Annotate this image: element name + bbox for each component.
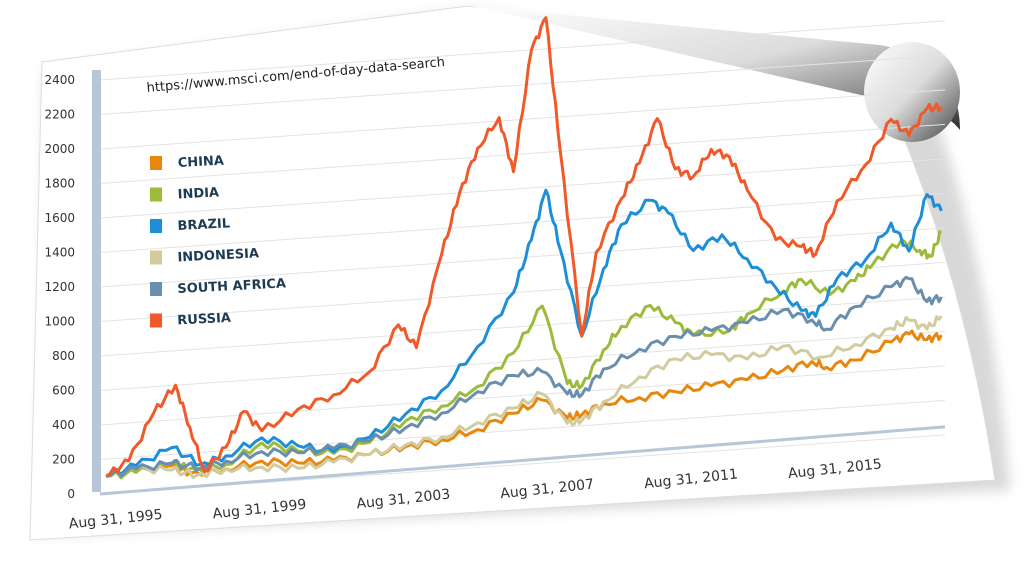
- y-tick-label: 1200: [44, 280, 75, 294]
- series-line-china: [105, 329, 943, 479]
- y-tick-label: 1400: [44, 246, 75, 260]
- gridline: [99, 192, 946, 253]
- y-tick-label: 2400: [44, 73, 75, 87]
- y-tick-label: 2000: [44, 142, 75, 156]
- legend: CHINA INDIA BRAZIL INDONESIA SOUTH AFRICA RUS…: [150, 154, 286, 329]
- y-axis-bar: [92, 70, 101, 492]
- legend-label: BRAZIL: [177, 216, 230, 234]
- y-tick-label: 200: [52, 453, 75, 467]
- legend-swatch: [150, 219, 162, 233]
- gridline: [99, 20, 946, 81]
- series-lines: [105, 16, 943, 480]
- gridline: [99, 158, 946, 219]
- page-curl: [470, 6, 960, 130]
- legend-swatch: [150, 156, 162, 170]
- gridline: [99, 123, 946, 184]
- gridlines: [99, 20, 946, 495]
- gridline: [99, 261, 946, 322]
- series-line-india: [105, 230, 942, 480]
- y-tick-label: 600: [52, 384, 75, 398]
- legend-label: CHINA: [177, 154, 224, 171]
- y-tick-label: 400: [52, 418, 75, 432]
- line-chart: 0 200 400 600 800 1000 1200 1400 1600 1800 2000 220…: [44, 16, 946, 532]
- y-tick-label: 0: [67, 487, 75, 501]
- legend-label: INDONESIA: [177, 246, 259, 265]
- series-line-indonesia: [105, 315, 943, 480]
- gridline: [99, 330, 946, 391]
- legend-swatch: [150, 313, 162, 328]
- y-tick-label: 2200: [44, 108, 75, 122]
- gridline: [99, 227, 946, 288]
- series-line-russia: [105, 16, 943, 478]
- legend-label: INDIA: [177, 185, 219, 202]
- gridline: [99, 296, 946, 357]
- series-line-south-africa: [105, 275, 943, 478]
- y-tick-label: 800: [52, 349, 75, 363]
- x-axis-line: [99, 425, 946, 496]
- y-tick-labels: 0 200 400 600 800 1000 1200 1400 1600 1800 2000 220…: [44, 73, 75, 501]
- legend-swatch: [150, 282, 162, 296]
- y-tick-label: 1000: [44, 315, 75, 329]
- gridline: [99, 54, 946, 115]
- legend-label: RUSSIA: [177, 311, 231, 329]
- legend-swatch: [150, 187, 162, 202]
- legend-label: SOUTH AFRICA: [177, 276, 286, 297]
- gridline: [99, 399, 946, 460]
- y-tick-label: 1800: [44, 177, 75, 191]
- legend-swatch: [150, 250, 162, 265]
- y-tick-label: 1600: [44, 211, 75, 225]
